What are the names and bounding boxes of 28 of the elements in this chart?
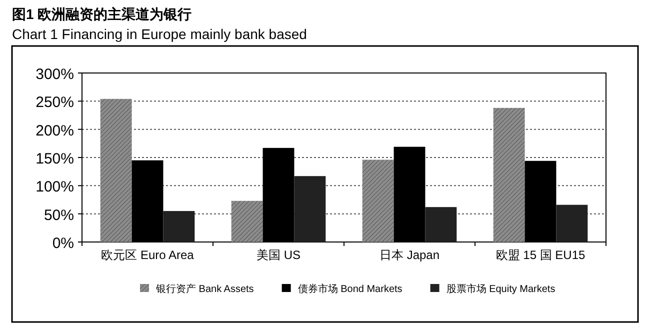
bar: [294, 176, 326, 242]
chart-subtitle: Chart 1 Financing in Europe mainly bank based: [12, 26, 307, 42]
chart-title: 图1 欧洲融资的主渠道为银行: [12, 6, 192, 22]
bar: [132, 160, 164, 242]
x-tick-label: 欧盟 15 国 EU15: [496, 248, 586, 262]
bar: [163, 211, 195, 242]
bar: [425, 207, 457, 242]
bar: [556, 204, 588, 242]
bar: [493, 108, 525, 242]
y-tick-label: 100%: [36, 178, 74, 196]
y-tick-label: 150%: [36, 150, 74, 168]
y-tick-label: 300%: [36, 66, 74, 83]
bar: [362, 160, 394, 242]
bar: [231, 200, 263, 242]
bar: [394, 146, 426, 242]
y-tick-label: 200%: [36, 122, 74, 140]
y-tick-label: 250%: [36, 94, 74, 112]
y-tick-label: 0%: [52, 235, 74, 252]
y-tick-label: 50%: [44, 206, 74, 224]
bar: [100, 98, 132, 242]
legend-label: 债券市场 Bond Markets: [298, 283, 402, 295]
x-tick-label: 日本 Japan: [379, 248, 440, 262]
bar: [262, 148, 294, 242]
x-tick-label: 美国 US: [256, 248, 301, 262]
legend-label: 银行资产 Bank Assets: [155, 283, 254, 295]
bar: [524, 160, 556, 242]
legend-label: 股票市场 Equity Markets: [446, 283, 556, 295]
x-tick-label: 欧元区 Euro Area: [101, 248, 194, 262]
